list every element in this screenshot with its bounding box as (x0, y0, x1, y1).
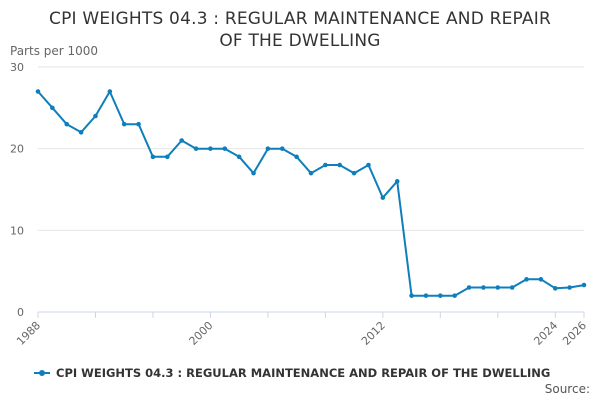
data-point[interactable] (581, 282, 587, 288)
source-label: Source: (544, 382, 590, 396)
chart-title: CPI WEIGHTS 04.3 : REGULAR MAINTENANCE A… (0, 8, 600, 52)
legend-swatch-icon (34, 368, 50, 378)
chart-title-line-2: OF THE DWELLING (219, 31, 381, 51)
x-tick-label: 1988 (14, 319, 43, 348)
data-point[interactable] (150, 154, 156, 160)
data-point[interactable] (121, 121, 127, 127)
data-point[interactable] (179, 138, 184, 143)
data-point[interactable] (208, 146, 213, 151)
data-point[interactable] (380, 195, 386, 200)
data-point[interactable] (107, 89, 113, 94)
x-tick-label: 2026 (560, 319, 589, 348)
data-point[interactable] (351, 170, 357, 176)
data-point[interactable] (538, 277, 544, 282)
series (35, 89, 587, 298)
y-tick-label: 10 (10, 224, 24, 237)
data-point[interactable] (495, 285, 501, 290)
y-tick-label: 0 (17, 306, 24, 319)
data-point[interactable] (251, 170, 256, 176)
chart-title-line-1: CPI WEIGHTS 04.3 : REGULAR MAINTENANCE A… (49, 9, 551, 29)
data-point[interactable] (50, 105, 55, 111)
data-point[interactable] (337, 162, 343, 168)
data-point[interactable] (394, 179, 400, 184)
data-point[interactable] (294, 154, 299, 160)
x-tick-label: 2000 (187, 319, 216, 348)
data-point[interactable] (366, 162, 371, 168)
data-point[interactable] (423, 293, 429, 298)
data-point[interactable] (78, 130, 84, 135)
data-point[interactable] (452, 293, 457, 298)
grid (38, 66, 584, 313)
y-axis-label: Parts per 1000 (10, 44, 99, 58)
data-point[interactable] (509, 285, 515, 290)
data-point[interactable] (236, 154, 242, 160)
data-point[interactable] (466, 285, 472, 290)
data-point[interactable] (136, 121, 141, 127)
data-point[interactable] (552, 286, 558, 291)
legend[interactable]: CPI WEIGHTS 04.3 : REGULAR MAINTENANCE A… (34, 366, 550, 380)
y-tick-label: 20 (10, 143, 24, 156)
data-point[interactable] (438, 293, 443, 298)
y-tick-label: 30 (10, 61, 24, 74)
data-point[interactable] (64, 121, 70, 127)
data-point[interactable] (35, 89, 41, 94)
data-point[interactable] (222, 146, 228, 151)
series-line (37, 90, 585, 297)
x-tick-label: 2012 (359, 319, 388, 348)
data-point[interactable] (323, 162, 328, 168)
data-point[interactable] (308, 170, 314, 176)
axes: 0 10 20 30 1988 2000 2012 2024 2026 (10, 61, 589, 348)
data-point[interactable] (165, 154, 170, 160)
data-point[interactable] (481, 285, 486, 290)
legend-label: CPI WEIGHTS 04.3 : REGULAR MAINTENANCE A… (56, 366, 551, 380)
data-point[interactable] (265, 146, 271, 151)
data-point[interactable] (279, 146, 285, 151)
data-point[interactable] (193, 146, 199, 151)
data-point[interactable] (409, 293, 414, 298)
x-tick-label: 2024 (531, 319, 560, 348)
data-point[interactable] (567, 285, 572, 290)
data-point[interactable] (93, 113, 98, 119)
data-point[interactable] (524, 277, 529, 282)
